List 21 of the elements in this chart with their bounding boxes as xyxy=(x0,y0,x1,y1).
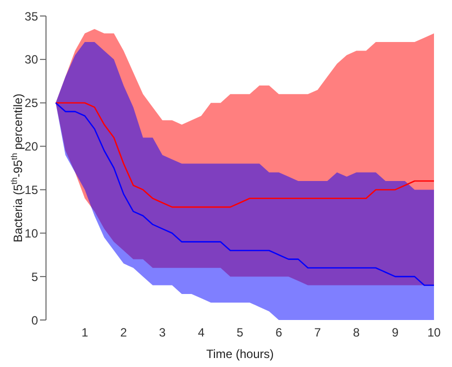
x-tick-label: 5 xyxy=(236,326,244,340)
line-series xyxy=(55,102,434,286)
x-tick-label: 7 xyxy=(314,326,322,340)
y-tick-label: 30 xyxy=(24,52,38,67)
x-tick-label: 3 xyxy=(159,326,166,340)
y-tick-label: 15 xyxy=(24,182,38,197)
y-tick-label: 35 xyxy=(24,9,38,24)
y-tick-label: 25 xyxy=(24,96,38,110)
x-tick-label: 9 xyxy=(392,326,399,340)
x-axis-title: Time (hours) xyxy=(206,347,274,361)
y-tick-label: 10 xyxy=(24,226,38,240)
x-tick-label: 1 xyxy=(81,326,88,340)
x-tick-label: 4 xyxy=(198,326,205,340)
x-tick-label: 8 xyxy=(353,326,360,340)
y-tick-label: 0 xyxy=(31,313,38,328)
x-tick-label: 6 xyxy=(275,326,282,340)
line-series xyxy=(55,102,434,208)
x-tick-label: 10 xyxy=(427,326,441,340)
x-tick-label: 2 xyxy=(120,326,128,340)
y-tick-label: 20 xyxy=(24,140,38,154)
y-tick-label: 5 xyxy=(31,270,38,284)
